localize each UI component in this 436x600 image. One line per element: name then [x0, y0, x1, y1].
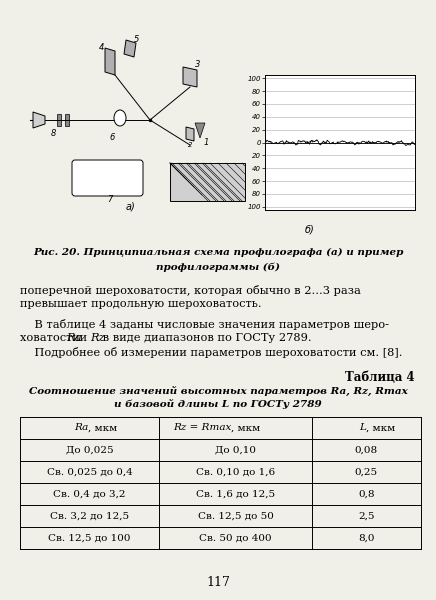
Text: 0,08: 0,08: [354, 445, 378, 455]
Bar: [170, 163, 245, 201]
Text: 117: 117: [206, 575, 230, 589]
Text: 7: 7: [107, 195, 112, 204]
Text: 8,0: 8,0: [358, 533, 375, 542]
Text: превышает продольную шероховатость.: превышает продольную шероховатость.: [20, 299, 262, 309]
Text: 2: 2: [188, 142, 192, 148]
Text: поперечной шероховатости, которая обычно в 2...3 раза: поперечной шероховатости, которая обычно…: [20, 285, 361, 296]
Text: Св. 3,2 до 12,5: Св. 3,2 до 12,5: [50, 511, 129, 520]
Text: Соотношение значений высотных параметров Ra, Rz, Rmax: Соотношение значений высотных параметров…: [29, 386, 407, 396]
Text: Ra: Ra: [67, 333, 82, 343]
Text: Ra: Ra: [74, 424, 89, 433]
Text: Таблица 4: Таблица 4: [345, 371, 415, 384]
Text: 4: 4: [99, 43, 105, 52]
Polygon shape: [186, 127, 194, 141]
Polygon shape: [124, 40, 136, 57]
Text: 1: 1: [203, 138, 209, 147]
Text: 8: 8: [50, 128, 56, 137]
Ellipse shape: [114, 110, 126, 126]
Text: 0,8: 0,8: [358, 490, 375, 499]
Text: Св. 50 до 400: Св. 50 до 400: [199, 533, 272, 542]
Polygon shape: [183, 67, 197, 87]
Text: Rz: Rz: [90, 333, 104, 343]
Text: а): а): [125, 202, 135, 212]
Polygon shape: [195, 123, 205, 138]
Text: Rz = Rmax: Rz = Rmax: [173, 424, 232, 433]
FancyBboxPatch shape: [72, 160, 143, 196]
Text: До 0,025: До 0,025: [65, 445, 113, 455]
Text: Св. 12,5 до 100: Св. 12,5 до 100: [48, 533, 131, 542]
Text: 0,25: 0,25: [354, 467, 378, 476]
Text: Св. 0,10 до 1,6: Св. 0,10 до 1,6: [196, 467, 275, 476]
Text: L: L: [359, 424, 366, 433]
Text: б): б): [305, 224, 315, 234]
Text: До 0,10: До 0,10: [215, 445, 256, 455]
Text: и базовой длины L по ГОСТу 2789: и базовой длины L по ГОСТу 2789: [114, 399, 322, 409]
Text: Св. 12,5 до 50: Св. 12,5 до 50: [198, 511, 273, 520]
Text: Св. 1,6 до 12,5: Св. 1,6 до 12,5: [196, 490, 275, 499]
Text: Св. 0,025 до 0,4: Св. 0,025 до 0,4: [47, 467, 132, 476]
Text: ховатости: ховатости: [20, 333, 84, 343]
Text: Подробнее об измерении параметров шероховатости см. [8].: Подробнее об измерении параметров шерохо…: [20, 347, 402, 358]
Text: в виде диапазонов по ГОСТу 2789.: в виде диапазонов по ГОСТу 2789.: [99, 333, 312, 343]
Bar: [65, 114, 69, 126]
Polygon shape: [105, 48, 115, 75]
Polygon shape: [33, 112, 45, 128]
Text: , мкм: , мкм: [232, 424, 261, 433]
Text: и: и: [76, 333, 91, 343]
Bar: [57, 114, 61, 126]
Text: , мкм: , мкм: [366, 424, 395, 433]
Text: 6: 6: [109, 133, 115, 142]
Text: Рис. 20. Принципиальная схема профилографа (а) и пример: Рис. 20. Принципиальная схема профилогра…: [33, 248, 403, 257]
Text: профилограммы (б): профилограммы (б): [156, 262, 280, 271]
Text: 3: 3: [195, 60, 201, 69]
Text: Св. 0,4 до 3,2: Св. 0,4 до 3,2: [53, 490, 126, 499]
Text: В таблице 4 заданы числовые значения параметров шеро-: В таблице 4 заданы числовые значения пар…: [20, 319, 389, 330]
Text: 2,5: 2,5: [358, 511, 375, 520]
Text: 5: 5: [134, 35, 140, 44]
Text: , мкм: , мкм: [89, 424, 118, 433]
